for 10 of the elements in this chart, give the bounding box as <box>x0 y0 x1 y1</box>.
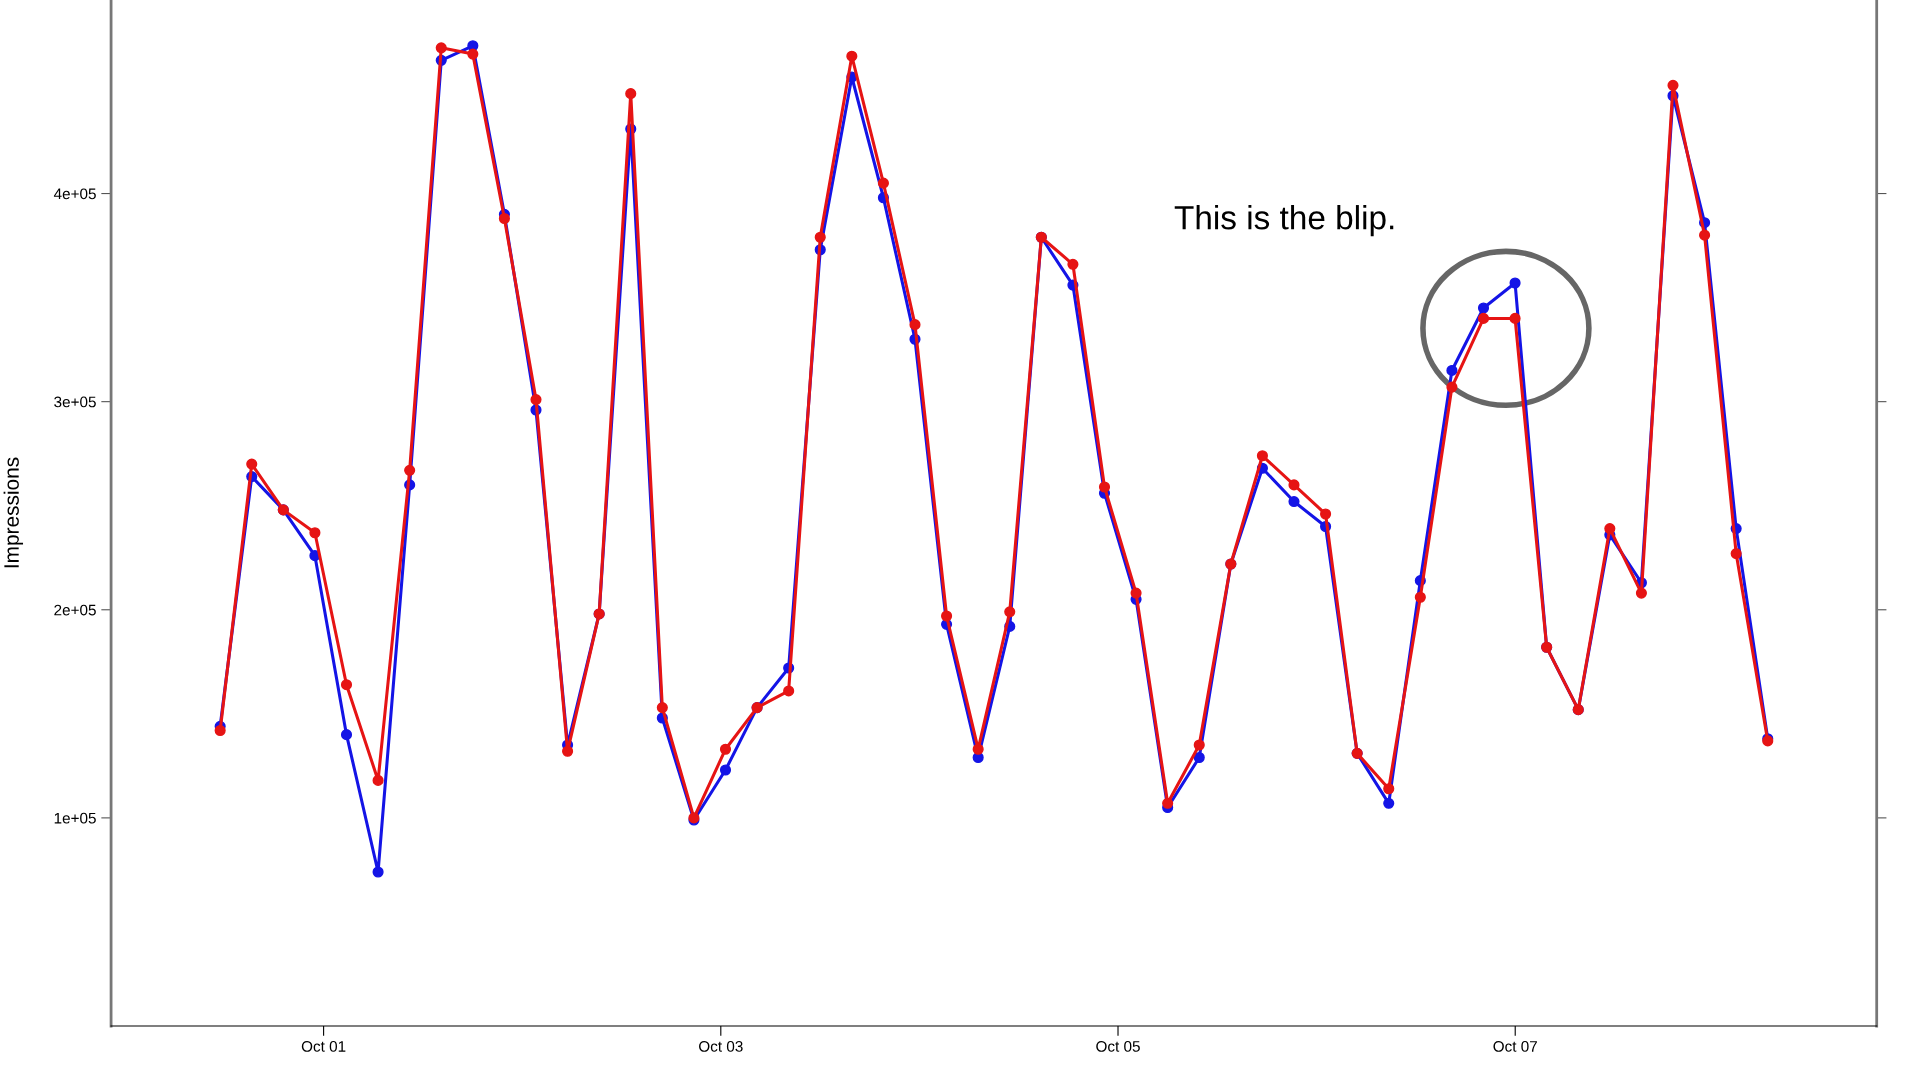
y-axis-title: Impressions <box>3 457 24 568</box>
annotation: This is the blip. <box>1174 205 1394 237</box>
y-tick-label: 2e+05 <box>54 604 96 616</box>
x-tick-label: Oct 05 <box>1096 1040 1140 1052</box>
x-tick-label: Oct 01 <box>301 1040 346 1052</box>
x-tick-label: Oct 07 <box>1493 1040 1537 1052</box>
y-tick-label: 3e+05 <box>54 396 96 408</box>
y-tick-label: 1e+05 <box>54 812 96 824</box>
x-tick-label: Oct 03 <box>699 1040 743 1052</box>
y-tick-label: 4e+05 <box>53 188 96 200</box>
